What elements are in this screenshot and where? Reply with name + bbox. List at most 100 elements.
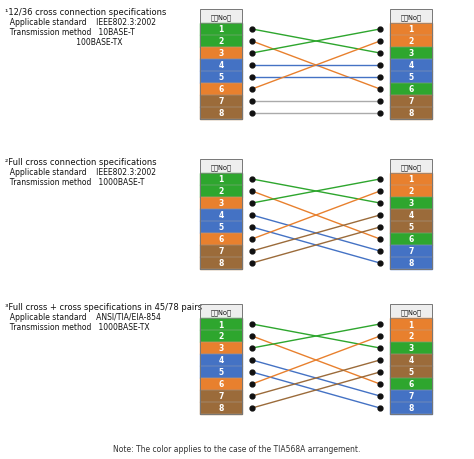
Bar bbox=[200, 48, 242, 60]
Text: Applicable standard    ANSI/TIA/EIA-854: Applicable standard ANSI/TIA/EIA-854 bbox=[5, 312, 161, 321]
Text: 5: 5 bbox=[219, 223, 224, 232]
Text: 2: 2 bbox=[219, 332, 224, 341]
Bar bbox=[200, 210, 242, 222]
Bar bbox=[390, 197, 432, 210]
Text: 5: 5 bbox=[409, 73, 413, 82]
Text: 7: 7 bbox=[219, 392, 224, 401]
Bar bbox=[390, 10, 432, 24]
Text: 8: 8 bbox=[408, 403, 414, 413]
Bar bbox=[390, 330, 432, 342]
Text: Transmission method   10BASE-T: Transmission method 10BASE-T bbox=[5, 28, 135, 37]
Text: 3: 3 bbox=[219, 50, 224, 58]
Bar bbox=[390, 366, 432, 378]
Bar bbox=[200, 304, 242, 414]
Text: 3: 3 bbox=[409, 199, 414, 208]
Bar bbox=[390, 257, 432, 269]
Bar bbox=[390, 234, 432, 246]
Bar bbox=[200, 222, 242, 234]
Bar bbox=[200, 197, 242, 210]
Bar bbox=[200, 330, 242, 342]
Bar bbox=[200, 160, 242, 174]
Text: Applicable standard    IEEE802.3:2002: Applicable standard IEEE802.3:2002 bbox=[5, 168, 156, 177]
Bar bbox=[200, 378, 242, 390]
Bar bbox=[390, 48, 432, 60]
Bar bbox=[200, 10, 242, 24]
Bar bbox=[390, 160, 432, 269]
Text: 7: 7 bbox=[408, 392, 414, 401]
Bar bbox=[200, 257, 242, 269]
Text: 1: 1 bbox=[409, 320, 414, 329]
Text: 3: 3 bbox=[409, 344, 414, 353]
Bar bbox=[200, 234, 242, 246]
Bar bbox=[200, 185, 242, 197]
Bar bbox=[390, 318, 432, 330]
Text: 4: 4 bbox=[219, 62, 224, 70]
Text: 1: 1 bbox=[409, 25, 414, 34]
Text: 6: 6 bbox=[219, 235, 224, 244]
Text: 3: 3 bbox=[219, 344, 224, 353]
Text: 8: 8 bbox=[219, 403, 224, 413]
Text: 2: 2 bbox=[409, 187, 414, 196]
Text: 4: 4 bbox=[219, 356, 224, 365]
Text: 7: 7 bbox=[408, 97, 414, 106]
Text: 1: 1 bbox=[219, 175, 224, 184]
Bar bbox=[390, 160, 432, 174]
Text: 100BASE-TX: 100BASE-TX bbox=[5, 38, 122, 47]
Text: 5: 5 bbox=[219, 368, 224, 377]
Bar bbox=[200, 366, 242, 378]
Bar bbox=[390, 10, 432, 120]
Bar bbox=[390, 108, 432, 120]
Text: 7: 7 bbox=[219, 97, 224, 106]
Text: 6: 6 bbox=[409, 380, 414, 389]
Bar bbox=[390, 402, 432, 414]
Bar bbox=[200, 10, 242, 120]
Text: 2: 2 bbox=[409, 332, 414, 341]
Text: Transmission method   1000BASE-TX: Transmission method 1000BASE-TX bbox=[5, 322, 150, 331]
Text: 8: 8 bbox=[408, 259, 414, 268]
Text: 2: 2 bbox=[409, 38, 414, 46]
Text: 5: 5 bbox=[219, 73, 224, 82]
Bar bbox=[390, 210, 432, 222]
Bar bbox=[390, 60, 432, 72]
Text: ピンNo．: ピンNo． bbox=[210, 15, 231, 21]
Bar bbox=[390, 96, 432, 108]
Bar bbox=[200, 318, 242, 330]
Text: 1: 1 bbox=[219, 320, 224, 329]
Text: 7: 7 bbox=[408, 247, 414, 256]
Bar bbox=[200, 84, 242, 96]
Text: Applicable standard    IEEE802.3:2002: Applicable standard IEEE802.3:2002 bbox=[5, 18, 156, 27]
Text: 6: 6 bbox=[409, 235, 414, 244]
Text: ピンNo．: ピンNo． bbox=[401, 15, 421, 21]
Bar bbox=[200, 390, 242, 402]
Text: 7: 7 bbox=[219, 247, 224, 256]
Bar bbox=[390, 304, 432, 414]
Text: ピンNo．: ピンNo． bbox=[401, 309, 421, 316]
Text: ピンNo．: ピンNo． bbox=[401, 164, 421, 171]
Text: 1: 1 bbox=[219, 25, 224, 34]
Text: 3: 3 bbox=[409, 50, 414, 58]
Text: 3: 3 bbox=[219, 199, 224, 208]
Text: ピンNo．: ピンNo． bbox=[210, 164, 231, 171]
Bar bbox=[200, 354, 242, 366]
Text: 6: 6 bbox=[219, 380, 224, 389]
Bar bbox=[200, 72, 242, 84]
Text: 1: 1 bbox=[409, 175, 414, 184]
Bar bbox=[390, 304, 432, 318]
Text: 5: 5 bbox=[409, 368, 413, 377]
Bar bbox=[390, 390, 432, 402]
Bar bbox=[390, 342, 432, 354]
Bar bbox=[200, 96, 242, 108]
Bar bbox=[390, 354, 432, 366]
Bar bbox=[200, 342, 242, 354]
Bar bbox=[200, 60, 242, 72]
Text: 8: 8 bbox=[219, 109, 224, 118]
Text: ¹12/36 cross connection specifications: ¹12/36 cross connection specifications bbox=[5, 8, 166, 17]
Text: 2: 2 bbox=[219, 38, 224, 46]
Text: ピンNo．: ピンNo． bbox=[210, 309, 231, 316]
Text: 2: 2 bbox=[219, 187, 224, 196]
Text: Transmission method   1000BASE-T: Transmission method 1000BASE-T bbox=[5, 178, 145, 187]
Bar bbox=[390, 378, 432, 390]
Bar bbox=[390, 246, 432, 257]
Bar bbox=[200, 246, 242, 257]
Bar bbox=[390, 24, 432, 36]
